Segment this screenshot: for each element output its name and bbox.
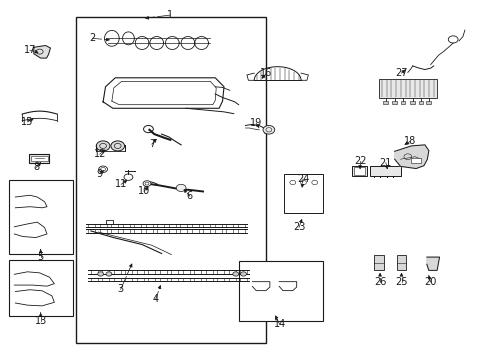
Text: 5: 5 (38, 252, 44, 262)
Text: 7: 7 (148, 139, 155, 149)
Circle shape (232, 272, 238, 276)
Bar (396, 255, 406, 270)
Text: 21: 21 (379, 158, 391, 168)
Text: 19: 19 (249, 118, 262, 128)
Text: 18: 18 (404, 136, 416, 146)
Polygon shape (394, 145, 428, 168)
Bar (29, 154, 49, 163)
Bar (9, 180, 73, 253)
Text: 14: 14 (273, 319, 285, 329)
Text: 26: 26 (373, 277, 386, 287)
Text: 15: 15 (21, 117, 34, 127)
Text: 6: 6 (186, 191, 193, 201)
Text: 11: 11 (115, 179, 127, 189)
Bar (238, 261, 322, 320)
Circle shape (263, 126, 274, 134)
Bar (409, 101, 414, 104)
Text: 9: 9 (97, 168, 102, 179)
Bar (391, 101, 396, 104)
Bar (353, 167, 365, 175)
Bar (378, 79, 436, 98)
Bar (288, 177, 297, 188)
Polygon shape (426, 257, 439, 270)
Bar (9, 260, 73, 316)
Text: 17: 17 (24, 45, 36, 55)
Bar (351, 166, 366, 176)
Text: 10: 10 (138, 186, 150, 197)
Text: 25: 25 (394, 277, 407, 287)
Circle shape (106, 272, 112, 276)
Bar (76, 17, 266, 343)
Circle shape (240, 272, 246, 276)
Text: 4: 4 (152, 294, 159, 304)
Bar (284, 174, 322, 213)
Text: 24: 24 (296, 174, 308, 184)
Bar (373, 255, 383, 270)
Text: 12: 12 (93, 149, 105, 159)
Text: 8: 8 (33, 162, 39, 172)
Circle shape (96, 141, 110, 151)
Bar (426, 101, 430, 104)
Text: 3: 3 (117, 284, 123, 294)
Bar (410, 158, 420, 163)
Bar (383, 101, 387, 104)
Text: 1: 1 (167, 10, 173, 20)
Text: 27: 27 (394, 68, 407, 78)
Text: 16: 16 (260, 68, 272, 78)
Circle shape (111, 141, 124, 151)
Text: 13: 13 (35, 316, 47, 325)
Text: 2: 2 (89, 33, 95, 43)
Circle shape (98, 272, 103, 276)
Polygon shape (34, 45, 50, 58)
Bar (31, 156, 47, 161)
Bar (418, 101, 423, 104)
Bar (299, 177, 307, 188)
Bar (310, 177, 319, 188)
Bar (400, 101, 405, 104)
Text: 23: 23 (292, 222, 305, 232)
Circle shape (176, 184, 185, 192)
Text: 22: 22 (353, 156, 366, 166)
Text: 20: 20 (424, 277, 436, 287)
Bar (369, 166, 400, 176)
